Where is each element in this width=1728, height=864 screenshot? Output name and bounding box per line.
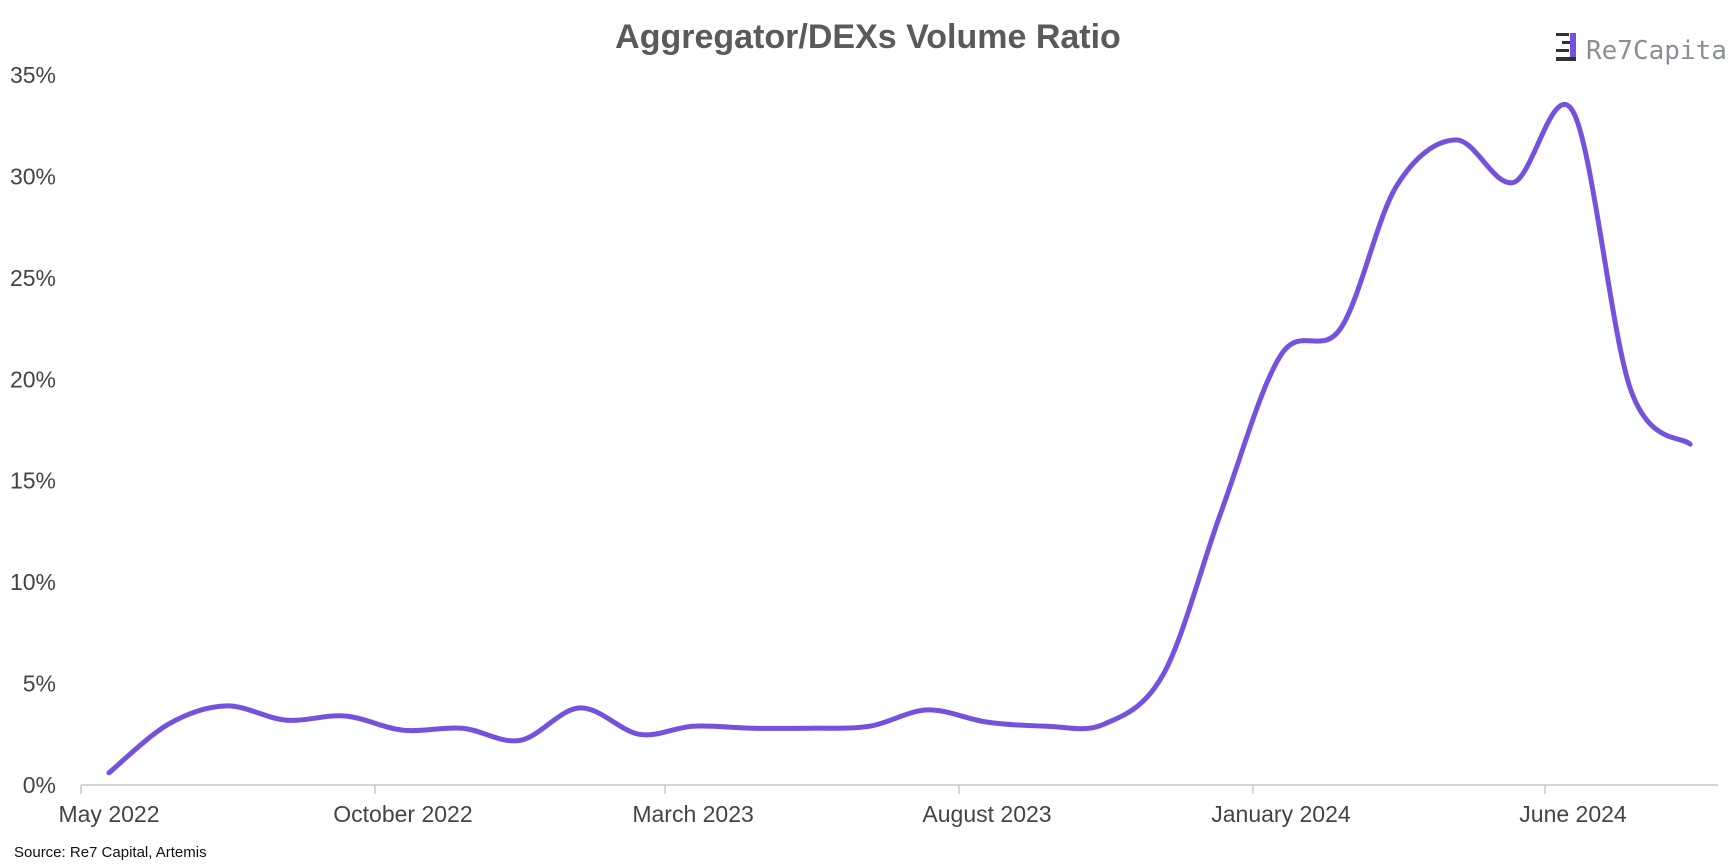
y-tick-label: 15%	[10, 468, 56, 494]
logo-bar-3	[1556, 49, 1569, 52]
logo-bar-1	[1556, 33, 1569, 36]
logo-accent-bar	[1570, 33, 1576, 57]
x-tick-label: August 2023	[922, 801, 1051, 827]
y-tick-label: 30%	[10, 163, 56, 189]
y-tick-label: 0%	[23, 772, 56, 798]
y-tick-label: 35%	[10, 62, 56, 88]
logo-bar-2	[1562, 41, 1574, 44]
chart-title: Aggregator/DEXs Volume Ratio	[615, 18, 1121, 56]
y-axis-ticks: 0% 5% 10% 15% 20% 25% 30% 35%	[10, 62, 56, 798]
re7-bars-icon	[1556, 33, 1576, 61]
source-note: Source: Re7 Capital, Artemis	[14, 844, 207, 861]
x-tick-label: October 2022	[333, 801, 472, 827]
x-tick-label: June 2024	[1519, 801, 1627, 827]
x-axis-ticks: May 2022 October 2022 March 2023 August 202…	[58, 785, 1627, 827]
x-tick-label: May 2022	[58, 801, 159, 827]
y-tick-label: 25%	[10, 265, 56, 291]
logo-text-capital: Capital	[1633, 36, 1728, 66]
y-tick-label: 5%	[23, 671, 56, 697]
y-tick-label: 10%	[10, 569, 56, 595]
y-tick-label: 20%	[10, 366, 56, 392]
logo-text-re7: Re7	[1586, 36, 1633, 66]
x-tick-label: January 2024	[1211, 801, 1351, 827]
series-line	[106, 101, 1693, 776]
x-tick-label: March 2023	[632, 801, 753, 827]
logo-bar-4	[1556, 57, 1576, 61]
